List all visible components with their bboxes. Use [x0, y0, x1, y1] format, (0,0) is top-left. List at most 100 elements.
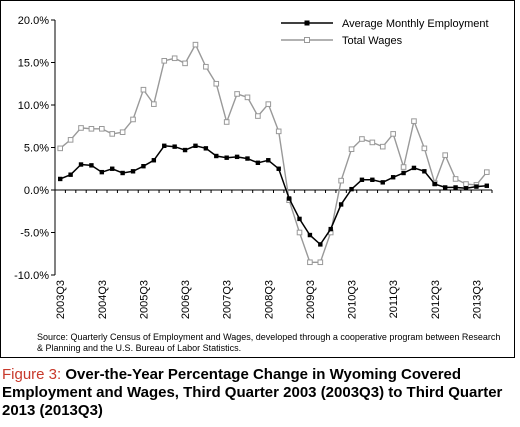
wages-point	[213, 80, 220, 87]
y-tick-label: 20.0%	[18, 15, 49, 27]
employment-point	[380, 180, 385, 185]
employment-point	[338, 202, 344, 207]
employment-point	[78, 162, 84, 167]
employment-line	[59, 145, 487, 246]
legend-label: Average Monthly Employment	[342, 18, 489, 30]
employment-point	[141, 164, 146, 169]
wages-point	[182, 60, 188, 67]
y-tick-label: 15.0%	[18, 58, 49, 70]
wages-point	[57, 145, 64, 152]
employment-point	[130, 169, 136, 174]
wages-point	[234, 91, 240, 97]
x-tick-label: 2013Q3	[471, 280, 483, 319]
employment-point	[370, 177, 375, 182]
employment-point	[120, 170, 125, 176]
wages-point	[88, 126, 95, 132]
wages-point	[338, 177, 344, 184]
wages-point	[265, 101, 272, 107]
wages-point	[442, 152, 448, 158]
x-tick-label: 2003Q3	[55, 280, 67, 319]
employment-point	[224, 155, 229, 160]
wages-point	[421, 145, 428, 152]
wages-point	[192, 41, 199, 48]
y-tick-label: 5.0%	[24, 143, 49, 155]
employment-point	[442, 185, 448, 190]
wages-point	[140, 86, 147, 93]
x-tick-label: 2012Q3	[430, 280, 442, 319]
wages-point	[78, 125, 84, 131]
wages-point	[161, 58, 168, 64]
x-tick-label: 2009Q3	[305, 280, 317, 319]
figure-caption: Figure 3: Over-the-Year Percentage Chang…	[2, 366, 517, 420]
employment-point	[58, 176, 63, 182]
wages-point	[307, 259, 313, 266]
x-tick-label: 2008Q3	[263, 280, 275, 319]
wages-point	[463, 181, 469, 187]
y-tick-label: -10.0%	[14, 270, 49, 282]
wages-point	[379, 143, 386, 150]
x-tick-label: 2004Q3	[97, 280, 109, 319]
wages-point	[400, 164, 407, 170]
wages-point	[171, 55, 178, 62]
wages-point	[109, 131, 116, 137]
employment-point	[432, 181, 437, 187]
employment-point	[245, 156, 250, 161]
wages-point	[348, 146, 355, 152]
wages-point	[369, 139, 376, 146]
employment-point	[484, 183, 489, 188]
wages-point	[203, 63, 209, 70]
x-tick-label: 2005Q3	[138, 280, 150, 319]
wages-point	[275, 128, 282, 135]
wages-point	[483, 169, 490, 175]
chart-frame: 20.0% 15.0% 10.0% 5.0% 0.0% -5.0% -10.0% 2003Q3…	[0, 0, 515, 358]
employment-point	[297, 216, 302, 222]
employment-point	[110, 166, 115, 171]
legend-marker	[304, 37, 310, 43]
employment-point	[182, 147, 188, 153]
legend-label: Total Wages	[342, 35, 403, 47]
employment-point	[453, 185, 458, 190]
y-tick-label: 0.0%	[24, 185, 49, 197]
wages-point	[244, 94, 251, 101]
employment-point	[422, 169, 427, 174]
wages-point	[296, 229, 303, 236]
figure-title: Over-the-Year Percentage Change in Wyomi…	[2, 366, 503, 419]
employment-point	[99, 169, 105, 175]
employment-point	[286, 196, 292, 201]
wages-point	[130, 116, 136, 123]
employment-point	[214, 153, 219, 159]
wages-point	[99, 126, 105, 132]
employment-point	[474, 184, 479, 189]
x-tick-label: 2006Q3	[180, 280, 192, 319]
employment-point	[193, 143, 198, 148]
source-note: Source: Quarterly Census of Employment a…	[37, 332, 501, 353]
wages-point	[223, 119, 230, 125]
x-tick-label: 2010Q3	[347, 280, 359, 319]
x-tick-label: 2011Q3	[388, 280, 400, 318]
employment-point	[463, 186, 469, 191]
x-tick-label: 2007Q3	[222, 280, 234, 319]
wages-point	[452, 176, 459, 182]
employment-point	[349, 186, 354, 192]
wages-point	[317, 259, 324, 266]
employment-point	[68, 172, 73, 177]
employment-point	[307, 232, 313, 238]
employment-point	[234, 154, 240, 160]
employment-point	[162, 143, 167, 148]
wages-point	[359, 136, 365, 142]
employment-point	[328, 226, 333, 232]
employment-point	[390, 175, 396, 180]
wages-line	[59, 43, 488, 263]
employment-point	[266, 158, 271, 163]
line-chart: 20.0% 15.0% 10.0% 5.0% 0.0% -5.0% -10.0% 2003Q3…	[14, 15, 493, 319]
employment-point	[401, 170, 406, 176]
wages-point	[411, 118, 417, 124]
employment-point	[172, 144, 177, 149]
employment-point	[255, 160, 261, 165]
wages-point	[119, 129, 126, 135]
y-tick-label: -5.0%	[20, 228, 49, 240]
figure-label: Figure 3:	[2, 366, 66, 383]
employment-point	[359, 177, 365, 182]
wages-point	[390, 131, 396, 137]
employment-point	[203, 146, 209, 151]
